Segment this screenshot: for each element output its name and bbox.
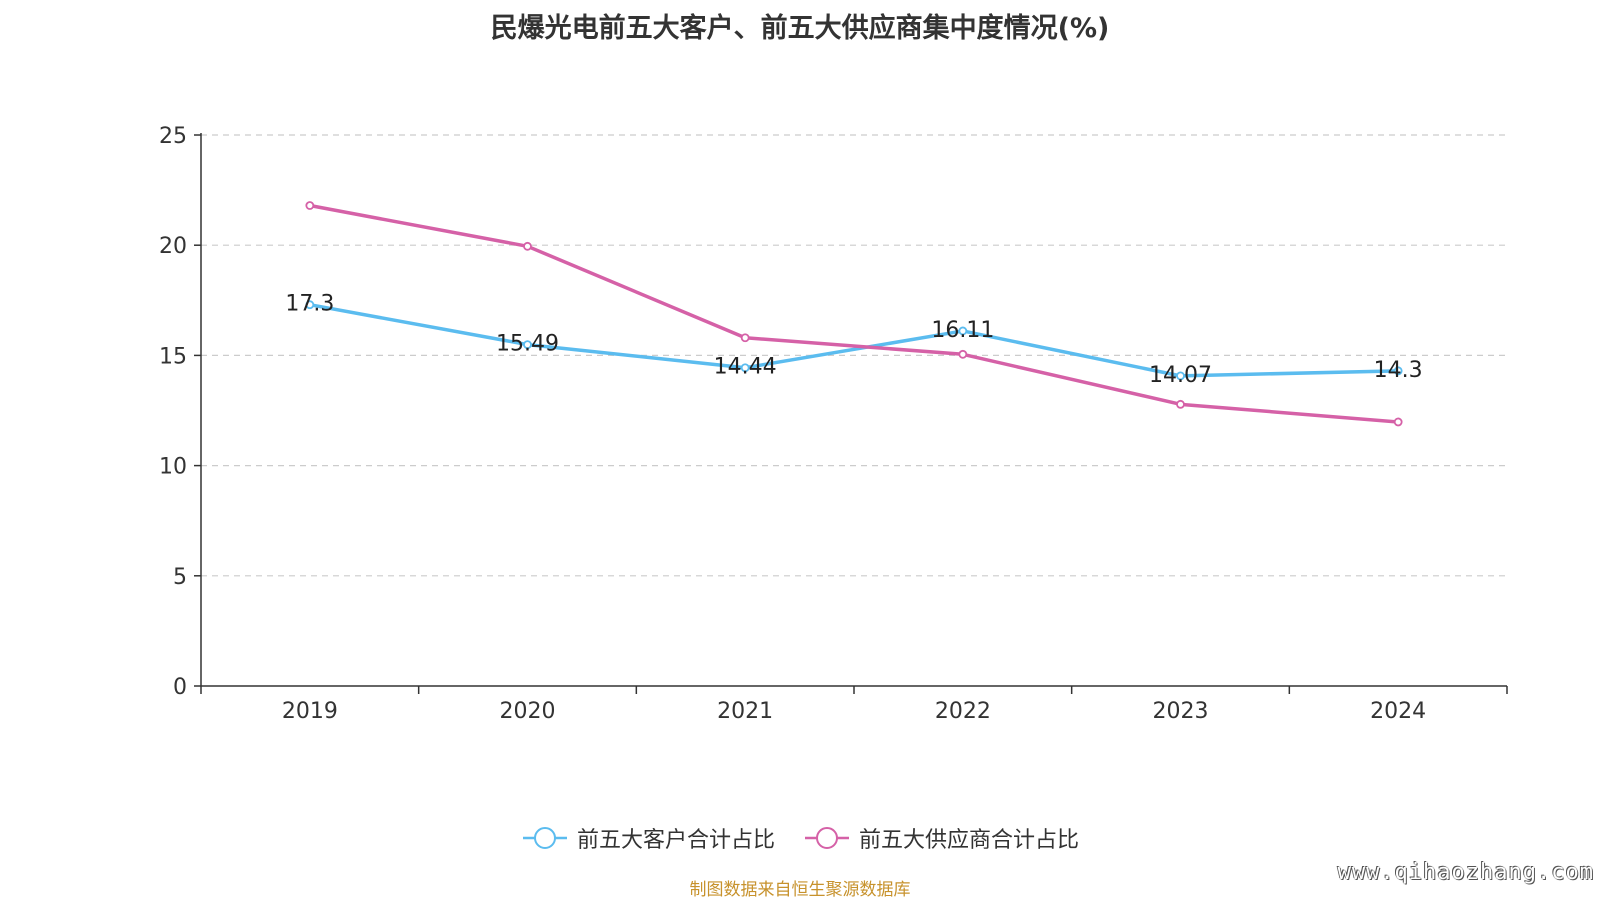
x-tick-label: 2022: [935, 699, 991, 724]
legend-label-suppliers: 前五大供应商合计占比: [859, 828, 1080, 853]
series-line-0: [309, 302, 1399, 378]
y-tick-label: 10: [159, 455, 187, 480]
data-label: 16.11: [931, 318, 994, 343]
data-point: [305, 201, 315, 210]
y-tick-label: 25: [159, 124, 187, 149]
x-tick-label: 2019: [282, 699, 338, 724]
x-tick-label: 2021: [717, 699, 773, 724]
legend-label-customers: 前五大客户合计占比: [576, 828, 775, 853]
axes: 0 5 10 15 20 25 2019 2020 2021 2022 2023 2024: [159, 124, 1508, 724]
data-point: [1393, 417, 1403, 427]
data-point: [740, 333, 750, 343]
data-point: [523, 340, 532, 350]
source-note: 制图数据来自恒生聚源数据库: [689, 880, 911, 900]
legend-swatch-suppliers: [805, 827, 849, 849]
x-tick-label: 2024: [1370, 699, 1426, 724]
y-tick-label: 15: [159, 344, 187, 369]
data-point: [523, 241, 532, 251]
data-label: 14.07: [1149, 363, 1212, 388]
data-point: [958, 349, 968, 359]
data-label: 15.49: [496, 332, 559, 357]
data-label: 17.3: [285, 292, 334, 317]
watermark: www.qihaozhang.com: [1337, 860, 1594, 885]
x-tick-label: 2020: [500, 699, 556, 724]
data-label: 14.44: [714, 355, 777, 380]
y-tick-label: 0: [173, 675, 187, 700]
data-label: 14.3: [1374, 358, 1423, 383]
legend-swatch-customers: [522, 827, 567, 849]
data-point: [1176, 371, 1185, 381]
data-point: [958, 326, 968, 336]
data-labels: 17.3 15.49 14.44 16.11 14.07 14.3: [285, 292, 1422, 388]
data-point: [1393, 366, 1403, 376]
data-point: [740, 363, 750, 373]
legend-item-customers[interactable]: 前五大客户合计占比: [521, 822, 775, 854]
y-tick-label: 20: [159, 234, 187, 259]
chart-title: 民爆光电前五大客户、前五大供应商集中度情况(%): [490, 13, 1110, 44]
series-lines: [305, 201, 1403, 427]
legend-item-suppliers[interactable]: 前五大供应商合计占比: [803, 822, 1079, 854]
data-point: [1176, 399, 1185, 409]
legend: 前五大客户合计占比 前五大供应商合计占比: [0, 822, 1600, 854]
series-line-1: [309, 203, 1399, 424]
data-point: [305, 300, 315, 310]
grid-lines: [201, 134, 1507, 577]
x-tick-label: 2023: [1153, 699, 1209, 724]
y-tick-label: 5: [173, 565, 187, 590]
